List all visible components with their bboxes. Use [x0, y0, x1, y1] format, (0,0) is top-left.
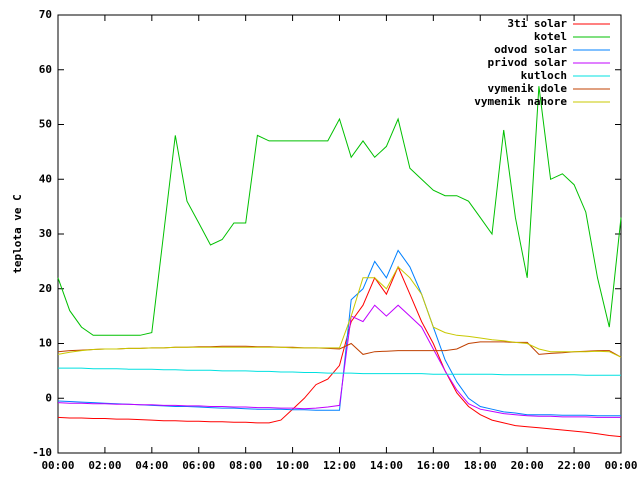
legend-label: odvod solar [494, 43, 567, 56]
x-tick-label: 08:00 [229, 459, 262, 472]
x-tick-label: 00:00 [604, 459, 637, 472]
series-line [57, 341, 622, 358]
legend-label: vymenik dole [488, 82, 568, 95]
y-tick-label: -10 [32, 446, 52, 459]
series-line [57, 265, 622, 438]
series-line [57, 249, 621, 417]
x-tick-label: 12:00 [323, 459, 356, 472]
legend-label: kotel [534, 30, 567, 43]
x-tick-label: 04:00 [135, 459, 168, 472]
y-axis-title: teplota ve C [11, 194, 24, 273]
y-tick-label: 70 [39, 8, 52, 21]
y-tick-label: 10 [39, 337, 52, 350]
legend-label: privod solar [488, 56, 568, 69]
x-tick-label: 22:00 [558, 459, 591, 472]
series-line [57, 304, 621, 418]
y-tick-label: 50 [39, 118, 52, 131]
y-tick-label: 20 [39, 282, 52, 295]
y-tick-label: 30 [39, 227, 52, 240]
x-tick-label: 10:00 [276, 459, 309, 472]
x-tick-label: 18:00 [464, 459, 497, 472]
y-tick-label: 60 [39, 63, 52, 76]
legend-label: 3ti solar [507, 17, 567, 30]
legend-label: vymenik nahore [474, 95, 567, 108]
y-tick-label: 0 [45, 391, 52, 404]
legend-label: kutloch [521, 69, 567, 82]
x-tick-label: 00:00 [41, 459, 74, 472]
series-line [58, 367, 621, 376]
series-line [57, 266, 622, 358]
series-line [57, 86, 622, 336]
x-tick-label: 20:00 [511, 459, 544, 472]
x-tick-label: 06:00 [182, 459, 215, 472]
x-tick-label: 14:00 [370, 459, 403, 472]
y-tick-label: 40 [39, 172, 52, 185]
x-tick-label: 16:00 [417, 459, 450, 472]
x-tick-label: 02:00 [88, 459, 121, 472]
